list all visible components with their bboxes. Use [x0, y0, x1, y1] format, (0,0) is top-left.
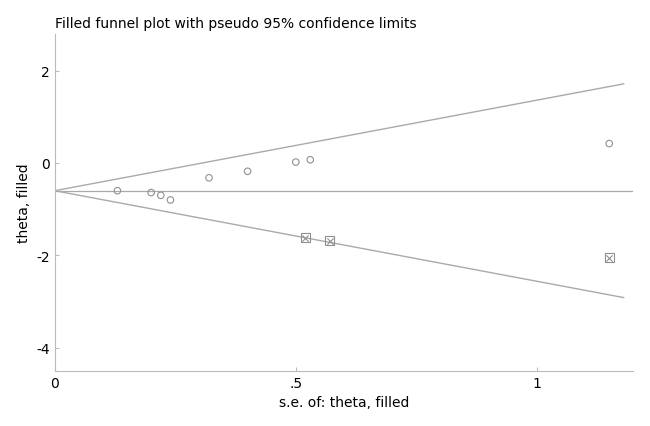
- X-axis label: s.e. of: theta, filled: s.e. of: theta, filled: [279, 395, 410, 409]
- Point: [604, 255, 614, 262]
- Point: [155, 193, 166, 199]
- Point: [324, 238, 335, 245]
- Point: [305, 157, 315, 164]
- Point: [604, 141, 614, 148]
- Text: Filled funnel plot with pseudo 95% confidence limits: Filled funnel plot with pseudo 95% confi…: [55, 17, 417, 31]
- Point: [242, 169, 253, 176]
- Point: [146, 190, 157, 196]
- Point: [300, 235, 311, 242]
- Point: [604, 255, 614, 262]
- Point: [324, 238, 335, 245]
- Point: [165, 197, 176, 204]
- Point: [291, 159, 301, 166]
- Point: [300, 235, 311, 242]
- Point: [112, 188, 123, 195]
- Point: [204, 175, 214, 182]
- Y-axis label: theta, filled: theta, filled: [17, 163, 31, 242]
